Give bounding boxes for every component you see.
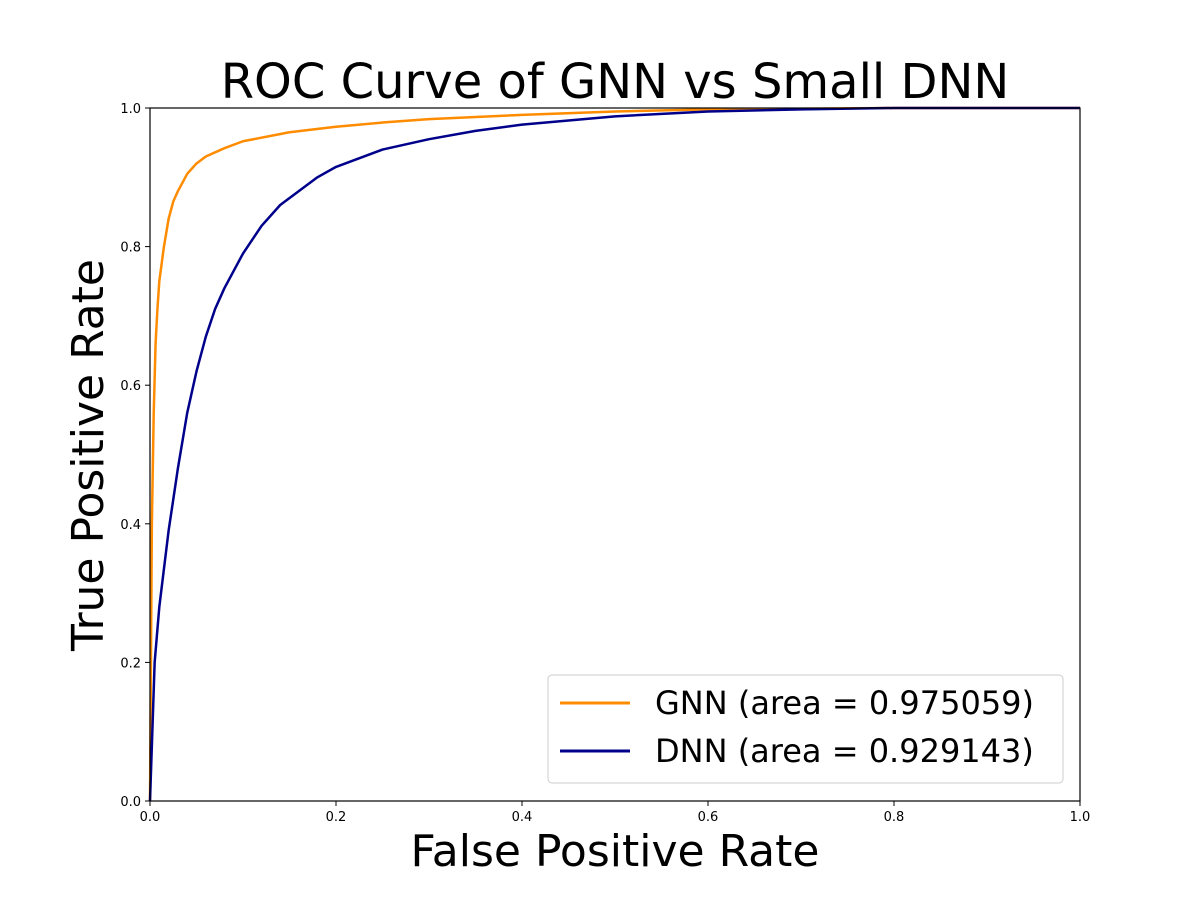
y-tick-label: 1.0 (120, 102, 141, 117)
chart-title: ROC Curve of GNN vs Small DNN (221, 54, 1010, 110)
x-axis-ticks: 0.0 0.2 0.4 0.6 0.8 1.0 (140, 801, 1091, 825)
x-tick-label: 0.6 (698, 810, 719, 825)
legend: GNN (area = 0.975059) DNN (area = 0.9291… (547, 674, 1064, 784)
y-tick-label: 0.6 (120, 379, 141, 394)
x-tick-label: 0.2 (326, 810, 347, 825)
legend-label-gnn: GNN (area = 0.975059) (655, 684, 1034, 722)
x-tick-label: 0.4 (512, 810, 533, 825)
legend-box (547, 674, 1064, 784)
y-tick-label: 0.2 (120, 656, 141, 671)
x-tick-label: 0.8 (884, 810, 905, 825)
x-tick-label: 0.0 (140, 810, 161, 825)
curves-group (148, 106, 1080, 802)
y-tick-label: 0.8 (120, 241, 141, 256)
y-axis-label: True Positive Rate (63, 259, 114, 652)
y-tick-label: 0.0 (120, 795, 141, 810)
x-tick-label: 1.0 (1070, 810, 1091, 825)
x-axis-label: False Positive Rate (411, 826, 820, 877)
legend-label-dnn: DNN (area = 0.929143) (655, 732, 1034, 770)
y-axis-ticks: 0.0 0.2 0.4 0.6 0.8 1.0 (120, 102, 150, 810)
plot-frame (149, 107, 1081, 802)
series-line-gnn (148, 106, 1080, 802)
y-tick-label: 0.4 (120, 518, 141, 533)
series-line-dnn (148, 106, 1080, 802)
